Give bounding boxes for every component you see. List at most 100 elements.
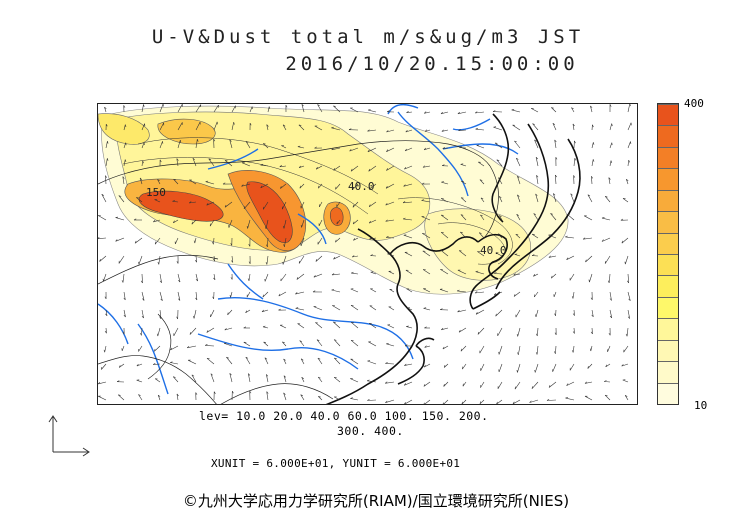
wind-arrow-head <box>173 220 175 224</box>
wind-arrow <box>493 126 503 131</box>
wind-arrow-head <box>566 257 569 260</box>
wind-arrow <box>141 104 144 113</box>
wind-arrow <box>587 194 593 203</box>
wind-arrow <box>475 111 485 114</box>
wind-arrow-head <box>628 159 630 163</box>
wind-arrow <box>317 357 323 365</box>
wind-arrow <box>195 273 198 282</box>
wind-arrow <box>406 326 413 329</box>
wind-arrow-head <box>170 347 173 351</box>
wind-arrow <box>230 291 233 298</box>
wind-arrow-head <box>588 279 590 283</box>
wind-arrow-head <box>627 280 629 284</box>
wind-arrow-head <box>546 398 550 401</box>
wind-arrow <box>224 201 233 208</box>
wind-arrow-head <box>212 241 214 245</box>
wind-arrow <box>546 399 557 401</box>
wind-arrow <box>404 252 413 257</box>
wind-arrow-head <box>334 339 337 341</box>
wind-arrow <box>442 345 449 350</box>
wind-arrow-head <box>443 384 445 387</box>
wind-arrow <box>460 214 467 221</box>
wind-arrow <box>282 124 287 131</box>
wind-arrow-head <box>333 321 336 323</box>
wind-arrow <box>512 124 521 131</box>
wind-arrow <box>424 147 431 151</box>
wind-arrow <box>552 363 557 372</box>
wind-arrow-head <box>552 122 556 125</box>
wind-arrow-head <box>386 130 389 133</box>
wind-arrow-head <box>229 139 232 142</box>
wind-arrow <box>159 122 164 131</box>
wind-arrow-head <box>605 196 608 198</box>
wind-arrow-head <box>479 179 483 181</box>
wind-arrow-head <box>352 221 355 225</box>
wind-arrow-head <box>423 402 425 404</box>
wind-arrow-head <box>313 275 316 278</box>
wind-arrow <box>517 363 521 373</box>
wind-arrow-head <box>475 111 478 114</box>
wind-arrow-head <box>143 104 145 107</box>
wind-arrow <box>297 323 305 329</box>
wind-arrow-head <box>296 277 299 280</box>
wind-arrow <box>299 340 305 347</box>
wind-arrow-head <box>348 128 352 130</box>
wind-arrow <box>517 176 521 185</box>
wind-arrow <box>403 183 413 187</box>
wind-arrow-head <box>245 356 249 359</box>
wind-arrow <box>421 200 431 203</box>
wind-arrow-head <box>173 178 176 181</box>
wind-arrow <box>208 158 215 167</box>
wind-arrow <box>209 219 215 227</box>
wind-arrow <box>159 141 163 149</box>
wind-arrow-head <box>105 175 107 178</box>
wind-arrow <box>404 399 413 404</box>
wind-arrow <box>159 291 163 301</box>
wind-arrow <box>423 288 431 293</box>
wind-arrow <box>386 343 395 347</box>
wind-arrow-head <box>300 394 304 397</box>
wind-arrow-head <box>424 129 428 132</box>
wind-arrow-head <box>195 392 198 395</box>
wind-arrow <box>460 197 467 203</box>
wind-arrow-head <box>138 394 141 396</box>
wind-arrow-head <box>572 350 574 353</box>
wind-arrow <box>462 381 467 387</box>
wind-arrow-head <box>441 129 444 132</box>
wind-arrow-head <box>317 357 321 360</box>
wind-arrow <box>367 360 377 365</box>
wind-arrow <box>117 394 125 401</box>
wind-arrow <box>333 105 341 113</box>
wind-arrow <box>573 309 575 316</box>
wind-arrow-head <box>226 356 229 359</box>
wind-arrow <box>141 160 143 167</box>
wind-arrow-head <box>587 366 589 369</box>
wind-arrow-head <box>386 343 389 345</box>
wind-arrow <box>551 273 557 279</box>
wind-arrow-head <box>386 168 388 171</box>
wind-arrow <box>553 291 557 298</box>
wind-arrow <box>385 381 395 384</box>
wind-arrow-head <box>474 291 478 294</box>
wind-arrow <box>351 322 359 329</box>
wind-arrow-head <box>159 316 162 319</box>
wind-arrow-head <box>265 262 268 265</box>
wind-arrow <box>319 201 323 208</box>
wind-arrow-head <box>283 244 285 247</box>
wind-arrow-head <box>628 298 631 301</box>
wind-arrow-head <box>551 107 554 109</box>
wind-arrow-head <box>574 140 576 144</box>
wind-arrow-head <box>424 326 427 329</box>
wind-arrow <box>494 291 503 296</box>
wind-arrow <box>333 255 341 260</box>
wind-arrow <box>331 147 341 151</box>
wind-arrow <box>141 309 144 319</box>
wind-arrow <box>609 309 613 318</box>
wind-arrow-head <box>403 383 407 386</box>
wind-arrow-head <box>232 390 234 394</box>
wind-arrow-head <box>101 193 105 196</box>
wind-arrow-head <box>533 274 536 277</box>
wind-arrow <box>441 232 449 239</box>
wind-arrow <box>283 358 287 365</box>
wind-arrow <box>317 376 323 383</box>
